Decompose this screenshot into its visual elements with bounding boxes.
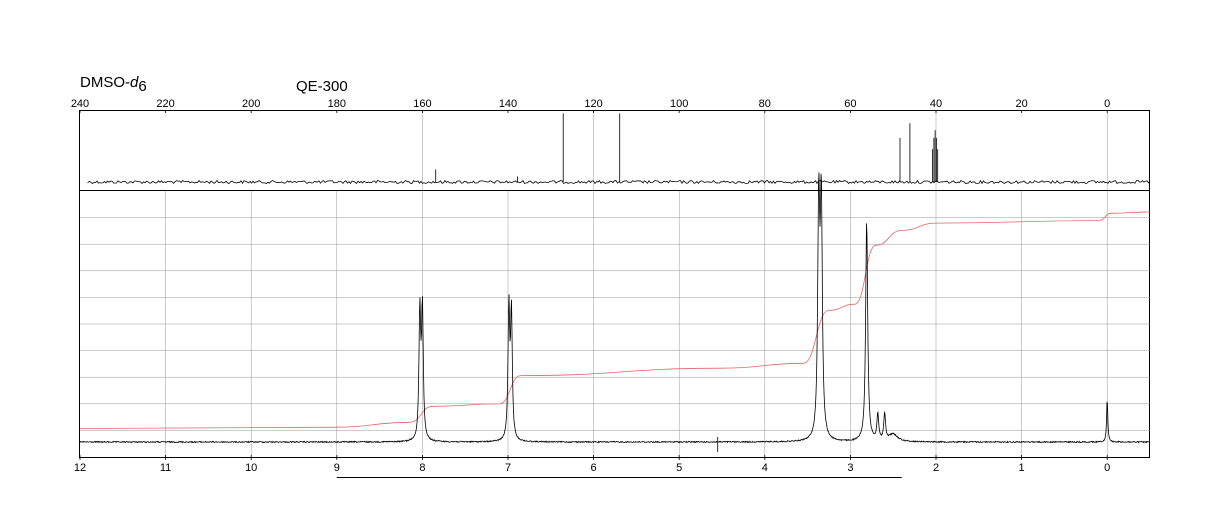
- c13-tick-label: 80: [759, 98, 771, 110]
- c13-tick-label: 20: [1015, 98, 1027, 110]
- c13-tick-label: 0: [1104, 98, 1110, 110]
- h1-tick-label: 8: [419, 462, 425, 474]
- h1-tick-label: 7: [505, 462, 511, 474]
- h1-tick-label: 1: [1019, 462, 1025, 474]
- h1-grid: [80, 191, 1150, 457]
- c13-tick-label: 160: [413, 98, 431, 110]
- c13-spectrum-trace: [87, 113, 1151, 185]
- h1-integral-curve: [79, 211, 1151, 429]
- h1-tick-label: 4: [762, 462, 768, 474]
- c13-tick-label: 120: [584, 98, 602, 110]
- c13-grid: [422, 111, 1108, 190]
- c13-panel-frame: [79, 110, 1150, 191]
- h1-tick-label: 6: [591, 462, 597, 474]
- solvent-prefix: DMSO-: [80, 74, 130, 91]
- c13-tick-label: 200: [242, 98, 260, 110]
- c13-axis: 240 220 200 180 160 140 120 100 80 60 40 20 0: [71, 98, 1110, 113]
- c13-tick-label: 220: [156, 98, 174, 110]
- h1-tick-label: 11: [160, 462, 171, 474]
- c13-tick-label: 100: [670, 98, 688, 110]
- h1-tick-label: 9: [334, 462, 340, 474]
- h1-tick-label: 12: [74, 462, 86, 474]
- h1-spectrum-trace: [79, 172, 1151, 444]
- h1-axis: 12 11 10 9 8 7 6 5 4 3 2 1 0: [74, 455, 1110, 474]
- h1-tick-label: 3: [847, 462, 853, 474]
- h1-tick-label: 5: [676, 462, 682, 474]
- solvent-subscript: 6: [138, 78, 147, 95]
- c13-tick-label: 240: [71, 98, 89, 110]
- c13-tick-label: 60: [844, 98, 856, 110]
- h1-tick-label: 0: [1104, 462, 1110, 474]
- instrument-label: QE-300: [296, 78, 348, 95]
- c13-tick-label: 180: [328, 98, 346, 110]
- solvent-label: DMSO-d6: [80, 74, 147, 95]
- h1-tick-label: 2: [933, 462, 939, 474]
- c13-tick-label: 40: [930, 98, 942, 110]
- h1-tick-label: 10: [245, 462, 257, 474]
- c13-tick-label: 140: [499, 98, 517, 110]
- solvent-d: d: [130, 74, 139, 91]
